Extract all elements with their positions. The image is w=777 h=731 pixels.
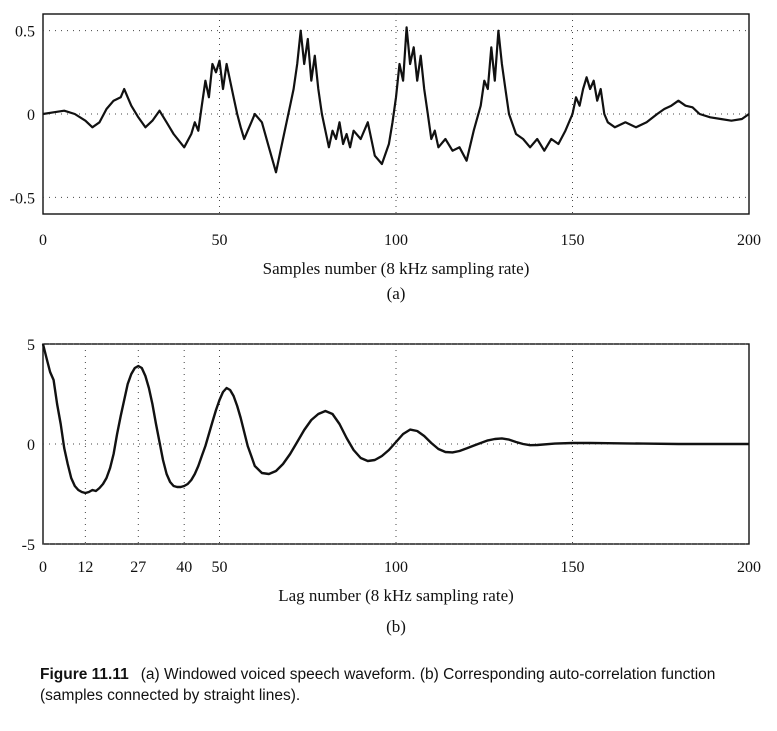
- panel-b-xtick-label: 150: [561, 559, 585, 576]
- panel-b-xlabel: Lag number (8 kHz sampling rate): [278, 586, 514, 605]
- panel-a-label: (a): [387, 284, 406, 303]
- panel-b-autocorrelation-line: [41, 343, 749, 495]
- panel-b-ytick-label: 0: [27, 437, 35, 454]
- panel-a-ytick-label: 0: [27, 107, 35, 124]
- panel-a-ytick-label: 0.5: [15, 24, 35, 41]
- panel-b-xtick-label: 40: [176, 559, 192, 576]
- panel-b-ytick-label: 5: [27, 337, 35, 354]
- panel-a-grid: [43, 14, 749, 214]
- panel-a-xtick-label: 0: [39, 232, 47, 249]
- panel-a: 0 50 100 150 200 0.5 0 -0.5 Samples number (8 k…: [10, 13, 761, 303]
- panel-b-xtick-label: 0: [39, 559, 47, 576]
- panel-b-xtick-label: 50: [212, 559, 228, 576]
- panel-b-xtick-label: 100: [384, 559, 408, 576]
- figure-caption-text: (a) Windowed voiced speech waveform. (b)…: [40, 666, 716, 704]
- panel-a-xtick-label: 200: [737, 232, 761, 249]
- panel-a-waveform-line: [42, 26, 750, 174]
- panel-a-xtick-label: 150: [561, 232, 585, 249]
- panel-a-xtick-label: 100: [384, 232, 408, 249]
- panel-a-ticks: 0 50 100 150 200 0.5 0 -0.5: [10, 24, 761, 249]
- panel-b-ytick-label: -5: [22, 537, 35, 554]
- panel-b-xtick-label: 27: [130, 559, 146, 576]
- panel-a-ytick-label: -0.5: [10, 190, 35, 207]
- panel-a-xtick-label: 50: [212, 232, 228, 249]
- figure-number: Figure 11.11: [40, 666, 129, 683]
- panel-a-xlabel: Samples number (8 kHz sampling rate): [263, 259, 530, 278]
- panel-b-label: (b): [386, 617, 406, 636]
- panel-b-xtick-label: 12: [77, 559, 93, 576]
- panel-b-xtick-label: 200: [737, 559, 761, 576]
- figure-caption: Figure 11.11 (a) Windowed voiced speech w…: [40, 664, 760, 706]
